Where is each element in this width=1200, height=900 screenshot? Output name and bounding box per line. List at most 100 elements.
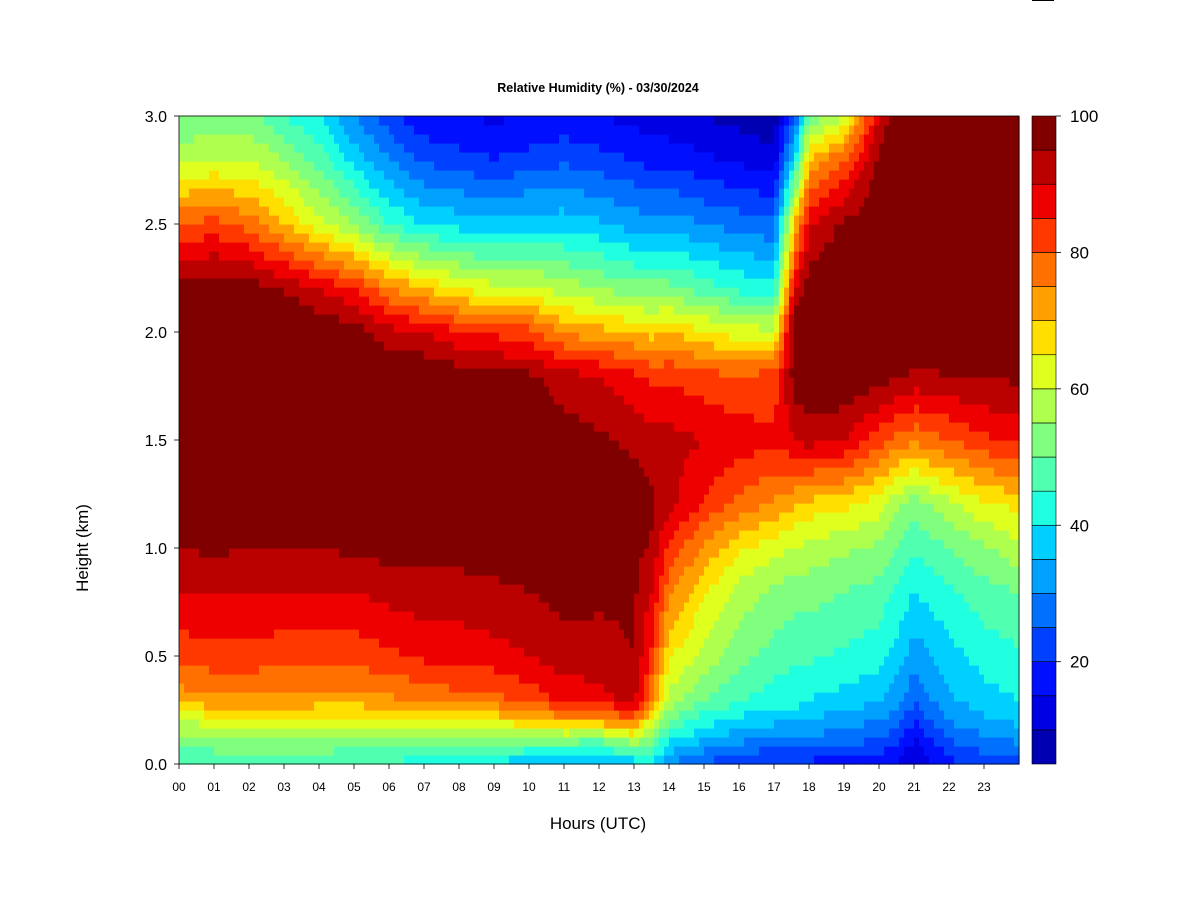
heatmap-cell (514, 611, 520, 621)
heatmap-cell (474, 602, 480, 612)
heatmap-cell (299, 413, 305, 423)
heatmap-cell (384, 494, 390, 504)
heatmap-cell (189, 746, 195, 756)
heatmap-cell (299, 179, 305, 189)
heatmap-cell (524, 737, 530, 747)
heatmap-cell (429, 413, 435, 423)
heatmap-cell (344, 116, 350, 126)
heatmap-cell (239, 692, 245, 702)
heatmap-cell (434, 287, 440, 297)
heatmap-cell (429, 251, 435, 261)
heatmap-cell (369, 467, 375, 477)
heatmap-cell (254, 611, 260, 621)
heatmap-cell (299, 602, 305, 612)
heatmap-cell (234, 197, 240, 207)
heatmap-cell (229, 206, 235, 216)
heatmap-cell (389, 251, 395, 261)
heatmap-cell (199, 269, 205, 279)
heatmap-cell (474, 215, 480, 225)
heatmap-cell (384, 224, 390, 234)
heatmap-cell (334, 656, 340, 666)
heatmap-cell (249, 386, 255, 396)
heatmap-cell (324, 134, 330, 144)
heatmap-cell (179, 134, 185, 144)
heatmap-cell (459, 440, 465, 450)
heatmap-cell (199, 359, 205, 369)
heatmap-cell (279, 683, 285, 693)
heatmap-cell (379, 161, 385, 171)
heatmap-cell (479, 503, 485, 513)
heatmap-cell (194, 440, 200, 450)
heatmap-cell (424, 350, 430, 360)
heatmap-cell (294, 269, 300, 279)
heatmap-cell (379, 620, 385, 630)
heatmap-cell (284, 152, 290, 162)
heatmap-cell (284, 359, 290, 369)
heatmap-cell (354, 152, 360, 162)
heatmap-cell (509, 449, 515, 459)
heatmap-cell (224, 431, 230, 441)
heatmap-cell (204, 692, 210, 702)
heatmap-cell (239, 728, 245, 738)
heatmap-cell (314, 458, 320, 468)
heatmap-cell (459, 548, 465, 558)
heatmap-cell (379, 494, 385, 504)
heatmap-cell (399, 404, 405, 414)
heatmap-cell (399, 143, 405, 153)
heatmap-cell (299, 521, 305, 531)
heatmap-cell (324, 737, 330, 747)
heatmap-cell (344, 593, 350, 603)
heatmap-cell (444, 368, 450, 378)
heatmap-cell (199, 143, 205, 153)
heatmap-cell (479, 350, 485, 360)
heatmap-cell (484, 485, 490, 495)
heatmap-cell (244, 629, 250, 639)
heatmap-cell (259, 683, 265, 693)
heatmap-cell (284, 656, 290, 666)
heatmap-cell (439, 701, 445, 711)
heatmap-cell (279, 134, 285, 144)
heatmap-cell (409, 449, 415, 459)
heatmap-cell (519, 728, 525, 738)
heatmap-cell (314, 386, 320, 396)
heatmap-cell (189, 206, 195, 216)
heatmap-cell (454, 566, 460, 576)
heatmap-cell (309, 485, 315, 495)
heatmap-cell (289, 368, 295, 378)
heatmap-cell (179, 377, 185, 387)
heatmap-cell (454, 584, 460, 594)
heatmap-cell (219, 647, 225, 657)
heatmap-cell (214, 467, 220, 477)
heatmap-cell (289, 395, 295, 405)
heatmap-cell (434, 395, 440, 405)
heatmap-cell (509, 170, 515, 180)
heatmap-cell (219, 503, 225, 513)
heatmap-cell (229, 665, 235, 675)
heatmap-cell (374, 206, 380, 216)
heatmap-cell (459, 728, 465, 738)
heatmap-cell (229, 494, 235, 504)
heatmap-cell (384, 575, 390, 585)
heatmap-cell (259, 170, 265, 180)
heatmap-cell (294, 242, 300, 252)
heatmap-cell (274, 710, 280, 720)
heatmap-cell (269, 350, 275, 360)
heatmap-cell (219, 701, 225, 711)
heatmap-cell (399, 557, 405, 567)
heatmap-cell (484, 152, 490, 162)
heatmap-cell (404, 323, 410, 333)
heatmap-cell (394, 395, 400, 405)
heatmap-cell (439, 242, 445, 252)
heatmap-cell (289, 467, 295, 477)
heatmap-cell (479, 134, 485, 144)
heatmap-cell (274, 539, 280, 549)
heatmap-cell (389, 629, 395, 639)
heatmap-cell (469, 530, 475, 540)
heatmap-cell (259, 134, 265, 144)
heatmap-cell (439, 386, 445, 396)
heatmap-cell (479, 467, 485, 477)
heatmap-cell (274, 260, 280, 270)
heatmap-cell (289, 197, 295, 207)
heatmap-cell (184, 197, 190, 207)
heatmap-cell (339, 629, 345, 639)
